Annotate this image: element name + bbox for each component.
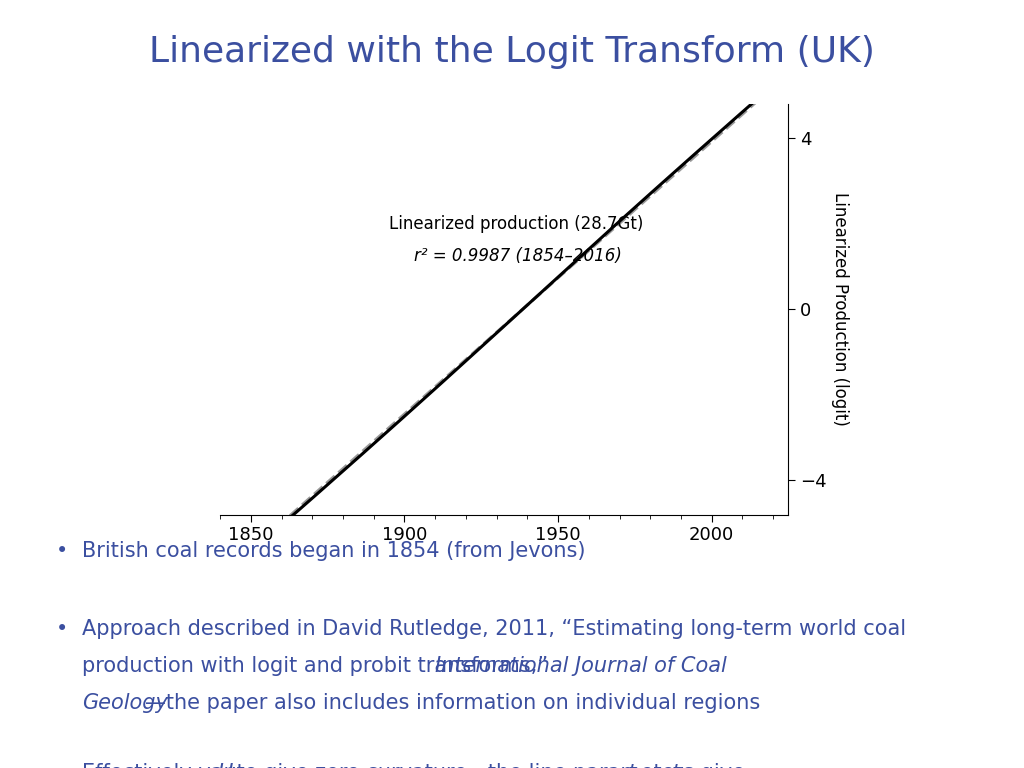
- Text: British coal records began in 1854 (from Jevons): British coal records began in 1854 (from…: [82, 541, 586, 561]
- Text: Linearized production (28.7Gt): Linearized production (28.7Gt): [389, 215, 643, 233]
- Text: t: t: [628, 763, 636, 768]
- Text: Geology: Geology: [82, 693, 168, 713]
- Text: Effectively vary: Effectively vary: [82, 763, 251, 768]
- Text: Approach described in David Rutledge, 2011, “Estimating long-term world coal: Approach described in David Rutledge, 20…: [82, 619, 906, 639]
- Text: production with logit and probit transforms,”: production with logit and probit transfo…: [82, 656, 555, 676]
- Text: •: •: [56, 619, 69, 639]
- Text: Linearized with the Logit Transform (UK): Linearized with the Logit Transform (UK): [150, 35, 874, 68]
- Text: •: •: [56, 763, 69, 768]
- Text: ,: ,: [658, 763, 672, 768]
- Y-axis label: Linearized Production (logit): Linearized Production (logit): [831, 192, 849, 426]
- Text: t: t: [672, 763, 680, 768]
- Text: U: U: [218, 763, 233, 768]
- Text: to give zero curvature—the line parameters give: to give zero curvature—the line paramete…: [230, 763, 752, 768]
- Text: International Journal of Coal: International Journal of Coal: [435, 656, 727, 676]
- Text: —the paper also includes information on individual regions: —the paper also includes information on …: [145, 693, 761, 713]
- Text: r² = 0.9987 (1854–2016): r² = 0.9987 (1854–2016): [414, 247, 622, 265]
- Text: •: •: [56, 541, 69, 561]
